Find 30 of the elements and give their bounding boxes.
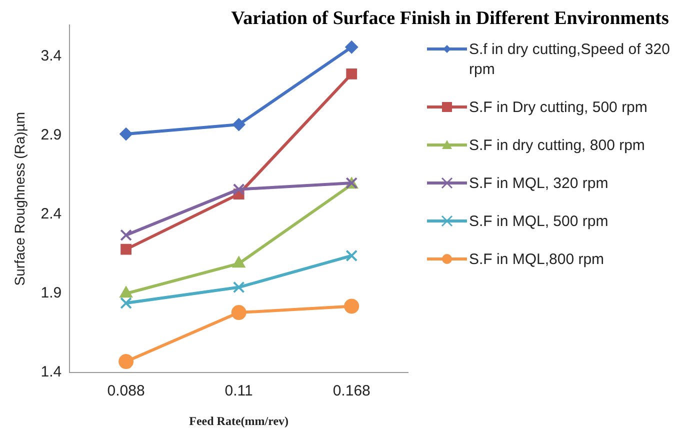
point (120, 297, 132, 310)
point (232, 183, 245, 196)
x-axis-title: Feed Rate(mm/rev) (189, 414, 289, 428)
legend-label: S.F in dry cutting, 800 rpm (469, 136, 645, 156)
point (344, 298, 360, 314)
legend-label: S.F in Dry cutting, 500 rpm (469, 98, 648, 118)
y-tick-label: 2.9 (40, 126, 62, 144)
y-tick-label: 1.9 (40, 284, 62, 302)
point (120, 244, 132, 255)
legend-label: S.F in MQL, 320 rpm (469, 174, 608, 194)
y-tick-label: 3.4 (40, 48, 62, 65)
point (120, 128, 133, 141)
y-tick-label: 2.4 (40, 206, 62, 223)
x-tick-label: 0.088 (107, 382, 145, 400)
point (346, 250, 358, 262)
legend-label: S.F in MQL,800 rpm (469, 250, 604, 270)
y-tick-label: 1.4 (40, 364, 62, 381)
point (232, 281, 245, 294)
x-tick-label: 0.11 (224, 382, 253, 400)
text: Variation of Surface Finish in Different Environments (230, 8, 670, 30)
y-axis-title: Surface Roughness (Ra)µm (11, 112, 28, 286)
point (231, 305, 246, 320)
x-tick-label: 0.168 (332, 382, 370, 400)
point (345, 40, 358, 54)
point (120, 229, 132, 242)
point (232, 118, 246, 132)
point (346, 68, 358, 80)
legend-label: S.F in MQL, 500 rpm (469, 212, 608, 232)
point (118, 354, 134, 370)
legend-label: S.f in dry cutting,Speed of 320 rpm (469, 40, 671, 80)
